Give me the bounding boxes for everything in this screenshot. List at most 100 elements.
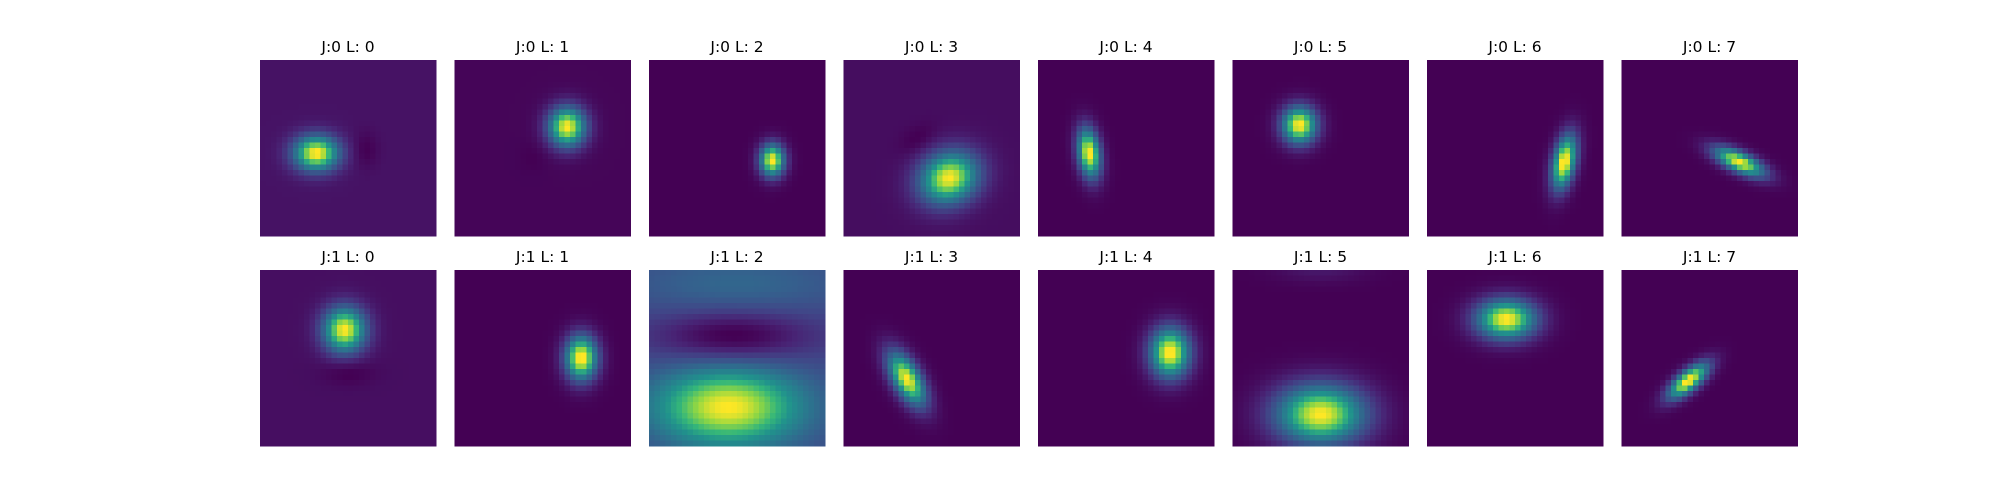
heatmap-cell: [948, 142, 955, 149]
heatmap-cell: [487, 65, 494, 72]
heatmap-cell: [586, 98, 593, 105]
heatmap-cell: [942, 93, 949, 100]
heatmap-cell: [603, 137, 610, 144]
heatmap-cell: [326, 60, 333, 67]
heatmap-cell: [931, 104, 938, 111]
heatmap-cell: [726, 164, 733, 171]
heatmap-cell: [298, 230, 305, 237]
heatmap-cell: [1137, 115, 1144, 122]
heatmap-cell: [843, 197, 850, 204]
heatmap-cell: [509, 109, 516, 116]
heatmap-cell: [581, 219, 588, 226]
heatmap-cell: [975, 230, 982, 237]
heatmap-cell: [942, 214, 949, 221]
heatmap-cell: [1008, 170, 1015, 177]
heatmap-cell: [748, 87, 755, 94]
heatmap-cell: [454, 82, 461, 89]
heatmap-cell: [1192, 175, 1199, 182]
heatmap-cell: [342, 142, 349, 149]
heatmap-cell: [843, 120, 850, 127]
heatmap-cell: [625, 120, 632, 127]
heatmap-cell: [526, 175, 533, 182]
heatmap-cell: [282, 93, 289, 100]
heatmap-cell: [1054, 175, 1061, 182]
heatmap-cell: [726, 131, 733, 138]
heatmap-cell: [726, 170, 733, 177]
heatmap-cell: [860, 219, 867, 226]
heatmap-cell: [786, 148, 793, 155]
heatmap-cell: [1208, 115, 1215, 122]
heatmap-cell: [937, 82, 944, 89]
heatmap-cell: [876, 137, 883, 144]
heatmap-cell: [843, 175, 850, 182]
heatmap-cell: [997, 131, 1004, 138]
heatmap-cell: [509, 164, 516, 171]
heatmap-cell: [1131, 181, 1138, 188]
heatmap-cell: [986, 219, 993, 226]
heatmap-cell: [893, 230, 900, 237]
heatmap-cell: [1186, 65, 1193, 72]
heatmap-cell: [1093, 153, 1100, 160]
heatmap-cell: [649, 225, 656, 232]
heatmap-cell: [849, 230, 856, 237]
heatmap-cell: [720, 214, 727, 221]
heatmap-cell: [1076, 208, 1083, 215]
heatmap-cell: [419, 126, 426, 133]
heatmap-cell: [731, 164, 738, 171]
heatmap-cell: [992, 219, 999, 226]
heatmap-cell: [953, 115, 960, 122]
heatmap-cell: [649, 137, 656, 144]
heatmap-cell: [586, 170, 593, 177]
heatmap-cell: [682, 186, 689, 193]
heatmap-cell: [342, 71, 349, 78]
heatmap-cell: [997, 197, 1004, 204]
heatmap-cell: [948, 208, 955, 215]
heatmap-cell: [386, 214, 393, 221]
heatmap-cell: [693, 126, 700, 133]
heatmap-cell: [909, 214, 916, 221]
heatmap-cell: [1148, 192, 1155, 199]
heatmap-cell: [753, 137, 760, 144]
heatmap-cell: [720, 104, 727, 111]
heatmap-cell: [564, 104, 571, 111]
heatmap-cell: [1014, 131, 1021, 138]
heatmap-cell: [509, 181, 516, 188]
heatmap-cell: [381, 159, 388, 166]
heatmap-cell: [1115, 60, 1122, 67]
heatmap-cell: [581, 159, 588, 166]
heatmap-cell: [425, 142, 432, 149]
heatmap-cell: [487, 104, 494, 111]
heatmap-cell: [315, 181, 322, 188]
heatmap-cell: [808, 225, 815, 232]
heatmap-cell: [553, 104, 560, 111]
heatmap-cell: [1115, 181, 1122, 188]
heatmap-cell: [953, 159, 960, 166]
heatmap-cell: [808, 76, 815, 83]
heatmap-cell: [915, 115, 922, 122]
heatmap-cell: [887, 98, 894, 105]
heatmap-cell: [326, 131, 333, 138]
heatmap-cell: [619, 225, 626, 232]
heatmap-cell: [915, 65, 922, 72]
heatmap-cell: [476, 76, 483, 83]
heatmap-cell: [515, 109, 522, 116]
heatmap-cell: [931, 82, 938, 89]
heatmap-cell: [342, 82, 349, 89]
heatmap-cell: [414, 82, 421, 89]
heatmap-cell: [320, 192, 327, 199]
heatmap-cell: [759, 230, 766, 237]
heatmap-cell: [614, 175, 621, 182]
heatmap-cell: [570, 87, 577, 94]
heatmap-cell: [986, 153, 993, 160]
heatmap-cell: [1082, 142, 1089, 149]
heatmap-cell: [419, 87, 426, 94]
heatmap-cell: [986, 82, 993, 89]
heatmap-cell: [964, 192, 971, 199]
heatmap-cell: [460, 219, 467, 226]
heatmap-cell: [625, 197, 632, 204]
heatmap-cell: [1159, 170, 1166, 177]
heatmap-cell: [1003, 137, 1010, 144]
heatmap-cell: [1043, 170, 1050, 177]
heatmap-cell: [931, 214, 938, 221]
heatmap-cell: [1192, 93, 1199, 100]
